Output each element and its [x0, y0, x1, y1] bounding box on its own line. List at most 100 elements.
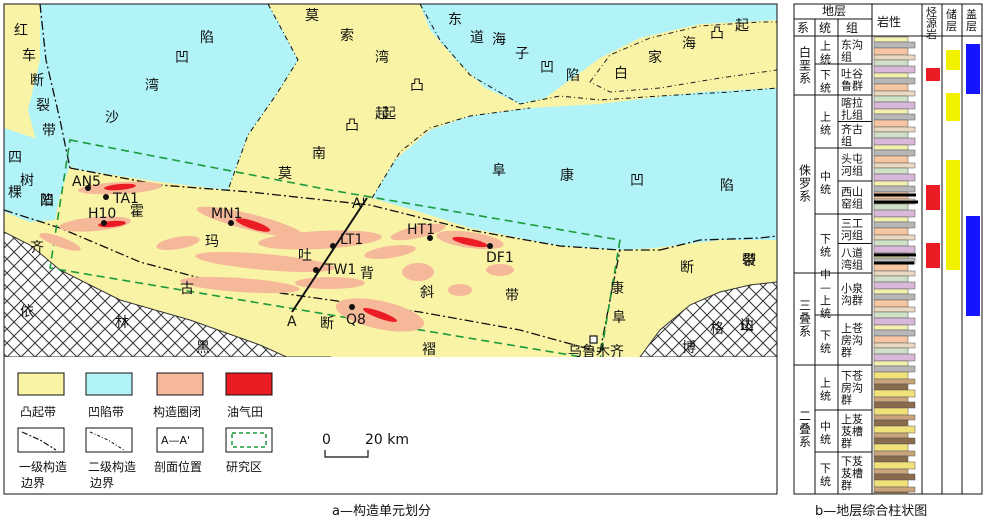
fukang-depression — [372, 88, 777, 250]
svg-text:山: 山 — [595, 468, 609, 484]
svg-text:起: 起 — [382, 106, 396, 122]
system-1: 系 — [799, 190, 811, 204]
structure-map: A A' AN5 TA1 H10 MN1 LT1 TW1 HT1 DF1 Q8 … — [4, 4, 777, 486]
svg-text:凹: 凹 — [540, 60, 554, 76]
formation-1-2-0: 三工 — [841, 217, 863, 230]
svg-text:子: 子 — [515, 46, 529, 62]
svg-text:断: 断 — [320, 316, 334, 332]
series-0-1: 统 — [820, 82, 831, 95]
region-fukang-depression: 阜康凹陷 — [492, 162, 734, 194]
scale-value: 20 km — [365, 432, 409, 448]
svg-text:红: 红 — [14, 23, 28, 39]
series-3-1: 中 — [820, 420, 831, 433]
region-bogda: 博格 达山 — [682, 318, 754, 356]
series-0-0: 上 — [820, 40, 831, 53]
col-header-zu: 组 — [846, 21, 858, 35]
formation-3-2-0: 芨槽 — [841, 466, 863, 480]
svg-text:家: 家 — [648, 49, 662, 66]
formation-1-0-0: 喀拉 — [841, 95, 863, 109]
formation-2-1-0: 房沟 — [841, 334, 863, 347]
svg-text:陷: 陷 — [720, 178, 734, 194]
formation-1-1-1: 西山 — [841, 186, 863, 199]
formation-1-1-0: 河组 — [841, 164, 863, 178]
scale-zero: 0 — [322, 432, 331, 448]
svg-text:起: 起 — [375, 106, 389, 122]
series-1-0: 统 — [820, 124, 831, 137]
legend-second-order-2: 边界 — [90, 476, 114, 490]
formation-0-0-0: 东沟 — [841, 39, 863, 52]
region-baijiahai: 白 家 海凸起 — [614, 18, 749, 82]
svg-text:凸: 凸 — [345, 118, 359, 134]
formation-3-0-0: 下苍 — [841, 370, 863, 383]
formation-3-1-0: 芨槽 — [841, 424, 863, 438]
svg-text:断: 断 — [30, 73, 44, 89]
system-0: 垩 — [799, 59, 811, 73]
svg-text:海: 海 — [682, 36, 696, 52]
svg-text:白: 白 — [614, 66, 628, 82]
svg-text:莫: 莫 — [278, 166, 292, 182]
wells: AN5 TA1 H10 MN1 LT1 TW1 HT1 DF1 Q8 — [72, 174, 514, 328]
svg-text:山: 山 — [740, 318, 754, 334]
svg-text:凹: 凹 — [175, 50, 189, 66]
formation-1-2-1: 八道 — [841, 245, 863, 259]
map-frame — [3, 3, 778, 495]
col-header-seal: 层 — [966, 20, 977, 33]
svg-text:陷: 陷 — [40, 193, 54, 209]
legend-first-order-1: 一级构造 — [19, 459, 67, 474]
series-2-0: 上 — [820, 294, 831, 307]
tianshan-mountains — [4, 231, 331, 357]
col-header-xi: 系 — [797, 21, 809, 35]
svg-text:黑: 黑 — [196, 340, 210, 356]
series-0-0: 统 — [820, 53, 831, 66]
series-2-0: — — [820, 281, 831, 294]
svg-text:康: 康 — [560, 167, 574, 184]
svg-text:阜: 阜 — [492, 162, 506, 179]
series-2-1: 统 — [820, 342, 831, 355]
svg-text:褶: 褶 — [422, 342, 436, 358]
caption-left: a—构造单元划分 — [332, 504, 431, 519]
col-header-reservoir: 层 — [946, 20, 957, 33]
legend-section-sample: A—A' — [161, 434, 190, 447]
svg-text:道: 道 — [470, 30, 484, 46]
reservoir-bars — [946, 50, 960, 270]
svg-text:根: 根 — [472, 470, 486, 486]
svg-text:陷: 陷 — [200, 30, 214, 46]
formation-1-0-0: 扎组 — [841, 107, 863, 121]
legend-first-order-2: 边界 — [21, 476, 45, 490]
well-an5: AN5 — [72, 174, 101, 190]
source-rock-bars — [926, 68, 940, 268]
col-header-source: 岩 — [926, 27, 937, 41]
legend-uplift: 凸起带 — [20, 405, 56, 419]
formation-1-1-0: 头屯 — [841, 153, 863, 166]
series-2-1: 下 — [820, 329, 831, 342]
system-3: 叠 — [799, 422, 811, 436]
series-2-0: 统 — [820, 307, 831, 320]
col-header-seal: 盖 — [966, 7, 977, 21]
formation-1-0-1: 齐古 — [841, 122, 863, 136]
series-3-2: 下 — [820, 462, 831, 475]
region-mona: 莫 南 凸起 — [278, 106, 389, 182]
svg-text:车: 车 — [22, 47, 36, 64]
section-end-a: A — [287, 314, 297, 330]
system-0: 系 — [799, 72, 811, 86]
series-3-2: 统 — [820, 475, 831, 488]
section-line — [291, 197, 368, 313]
svg-text:背: 背 — [360, 266, 374, 282]
series-1-2: 统 — [820, 246, 831, 259]
svg-text:齐: 齐 — [30, 240, 44, 256]
well-h10: H10 — [88, 206, 116, 222]
formation-3-1-0: 上芨 — [841, 412, 863, 426]
legend-section: 剖面位置 — [154, 459, 202, 474]
system-1: 侏 — [799, 164, 811, 178]
svg-text:玛: 玛 — [205, 234, 219, 250]
formation-1-0-1: 组 — [841, 134, 852, 148]
svg-text:凹: 凹 — [40, 193, 54, 209]
svg-text:带: 带 — [42, 123, 56, 139]
